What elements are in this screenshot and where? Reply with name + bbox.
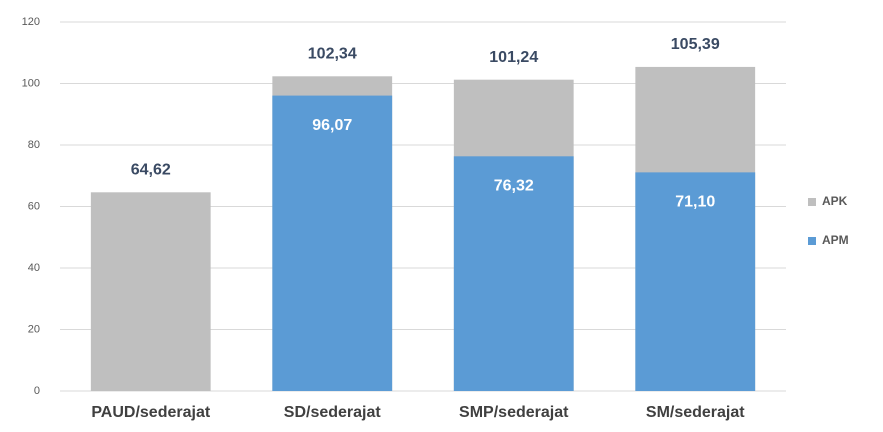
- y-tick-label: 40: [28, 262, 40, 274]
- data-label: 101,24: [489, 49, 538, 66]
- data-label: 96,07: [312, 117, 352, 134]
- x-tick-label: SM/sederajat: [646, 404, 745, 421]
- y-tick-label: 80: [28, 139, 40, 151]
- bar: [453, 156, 574, 391]
- x-tick-label: SMP/sederajat: [459, 404, 569, 421]
- x-tick-label: PAUD/sederajat: [91, 404, 211, 421]
- legend-swatch: [808, 198, 816, 206]
- bar: [272, 95, 393, 391]
- x-tick-label: SD/sederajat: [284, 404, 382, 421]
- legend-swatch: [808, 237, 816, 245]
- data-label: 76,32: [494, 178, 534, 195]
- y-tick-label: 120: [22, 16, 40, 28]
- bar: [90, 192, 211, 391]
- y-tick-label: 0: [34, 385, 40, 397]
- y-tick-label: 100: [22, 77, 40, 89]
- data-label: 102,34: [308, 46, 357, 63]
- legend-label: APK: [822, 194, 848, 208]
- bar: [635, 172, 756, 391]
- data-label: 64,62: [131, 162, 171, 179]
- y-tick-label: 20: [28, 323, 40, 335]
- data-label: 105,39: [671, 36, 720, 53]
- legend-label: APM: [822, 233, 849, 247]
- data-label: 71,10: [675, 194, 715, 211]
- y-tick-label: 60: [28, 200, 40, 212]
